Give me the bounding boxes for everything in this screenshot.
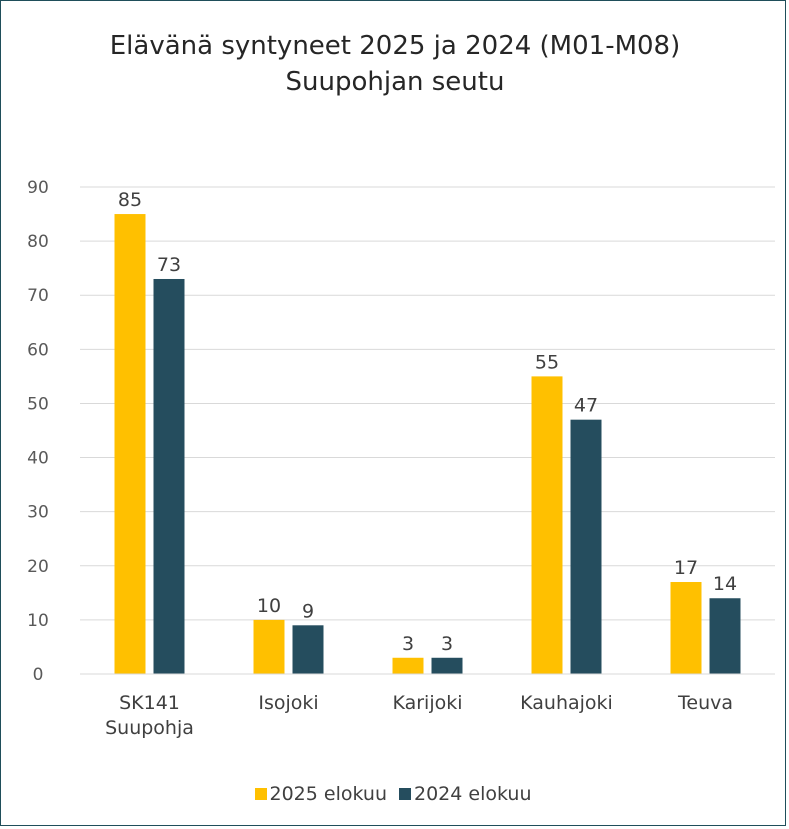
y-tick-label: 50 bbox=[27, 394, 49, 414]
bar bbox=[709, 598, 741, 674]
legend: 2025 elokuu 2024 elokuu bbox=[0, 783, 786, 805]
bar bbox=[253, 619, 285, 674]
x-tick-label: Teuva bbox=[677, 692, 733, 714]
bar bbox=[570, 419, 602, 674]
data-label: 9 bbox=[302, 600, 314, 622]
y-tick-label: 40 bbox=[27, 449, 49, 469]
data-label: 10 bbox=[257, 595, 281, 617]
legend-swatch-2025 bbox=[254, 788, 267, 800]
data-label: 47 bbox=[574, 395, 598, 417]
bar-chart: 0 10 20 30 40 50 60 70 80 90 85 73 SK141 Suupohja 10 9 I… bbox=[27, 178, 775, 739]
legend-label-2024: 2024 elokuu bbox=[414, 783, 532, 805]
data-label: 17 bbox=[674, 557, 698, 579]
bar bbox=[153, 278, 185, 674]
legend-swatch-2024 bbox=[399, 788, 411, 800]
bar bbox=[670, 582, 702, 674]
bar bbox=[292, 625, 324, 674]
legend-label-2025: 2025 elokuu bbox=[269, 783, 388, 805]
x-tick-label: SK141 Suupohja bbox=[105, 692, 194, 739]
data-label: 85 bbox=[118, 189, 142, 211]
y-tick-label: 10 bbox=[27, 611, 49, 631]
legend-item-2024: 2024 elokuu bbox=[399, 783, 532, 805]
y-tick-label: 80 bbox=[27, 232, 49, 252]
x-tick-label: Karijoki bbox=[392, 692, 462, 714]
legend-item-2025: 2025 elokuu bbox=[254, 783, 388, 805]
data-label: 3 bbox=[402, 633, 414, 655]
bar bbox=[392, 657, 424, 674]
y-tick-label: 0 bbox=[33, 665, 44, 685]
data-label: 14 bbox=[713, 573, 737, 595]
y-tick-label: 60 bbox=[27, 340, 49, 360]
data-label: 3 bbox=[441, 633, 453, 655]
y-tick-label: 90 bbox=[27, 178, 49, 198]
x-tick-label: Isojoki bbox=[258, 692, 318, 714]
data-label: 55 bbox=[535, 351, 559, 373]
x-tick-label: Kauhajoki bbox=[520, 692, 613, 714]
bar bbox=[531, 376, 563, 674]
bar bbox=[114, 214, 146, 675]
data-label: 73 bbox=[157, 254, 181, 276]
y-tick-label: 30 bbox=[27, 503, 49, 523]
chart-title: Elävänä syntyneet 2025 ja 2024 (M01-M08)… bbox=[109, 31, 681, 97]
bar bbox=[431, 657, 463, 674]
y-tick-label: 70 bbox=[27, 286, 49, 306]
y-tick-label: 20 bbox=[27, 557, 49, 577]
